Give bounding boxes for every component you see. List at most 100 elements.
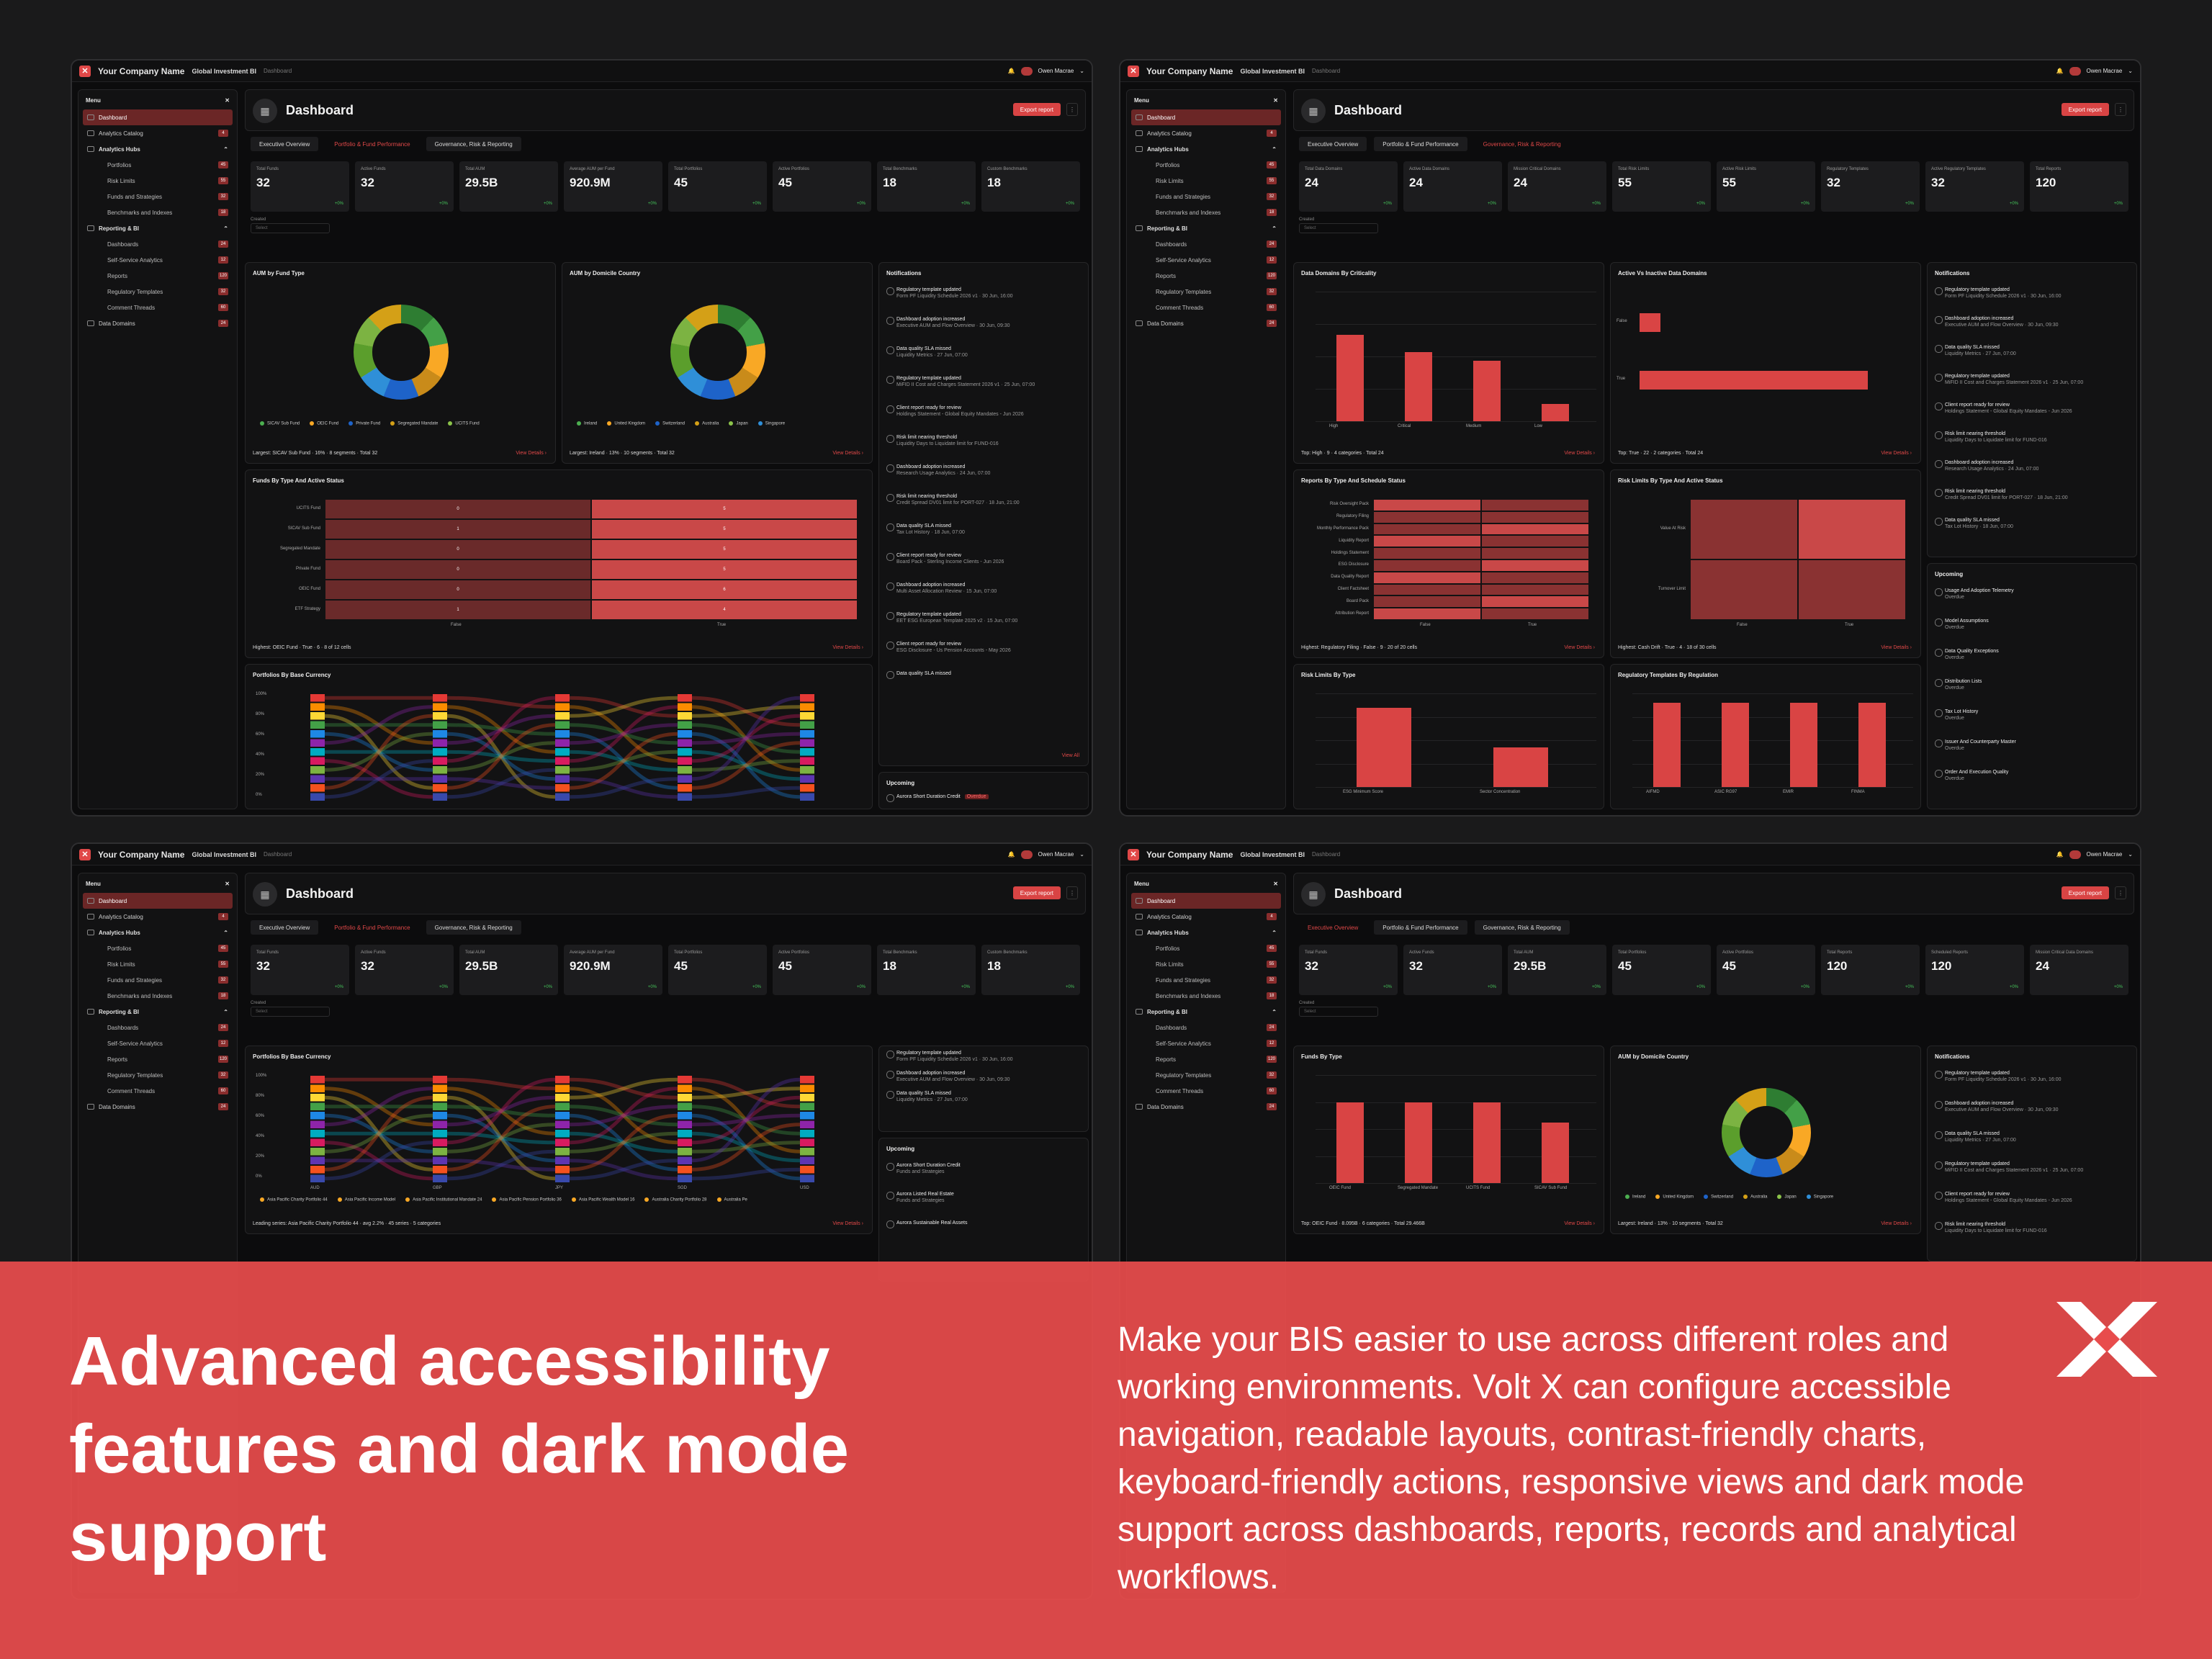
notification-item[interactable]: Aurora Sustainable Real Assets <box>886 1220 1081 1228</box>
tab[interactable]: Portfolio & Fund Performance <box>334 140 410 148</box>
sidebar-item[interactable]: Dashboard <box>83 893 233 909</box>
tab[interactable]: Portfolio & Fund Performance <box>334 924 410 931</box>
sidebar-item[interactable]: Portfolios 45 <box>83 157 233 173</box>
notification-item[interactable]: Data quality SLA missed Liquidity Metrics… <box>886 1091 1081 1102</box>
notification-item[interactable]: Dashboard adoption increased Multi Asset … <box>886 583 1081 594</box>
tab[interactable]: Portfolio & Fund Performance <box>1374 137 1467 151</box>
view-details-link[interactable]: View Details › <box>1564 1221 1595 1226</box>
notification-item[interactable]: Usage And Adoption Telemetry Overdue <box>1935 588 2129 600</box>
bell-icon[interactable]: 🔔 <box>1007 851 1015 858</box>
sidebar-item[interactable]: Self-Service Analytics 12 <box>83 252 233 268</box>
notification-item[interactable]: Dashboard adoption increased Executive AU… <box>886 1071 1081 1082</box>
sidebar-item[interactable]: Regulatory Templates 32 <box>83 284 233 300</box>
sidebar-item[interactable]: Analytics Catalog 4 <box>83 909 233 925</box>
view-details-link[interactable]: View Details › <box>832 451 863 456</box>
sidebar-item[interactable]: Reporting & BI ⌃ <box>83 1004 233 1020</box>
view-details-link[interactable]: View Details › <box>1564 645 1595 650</box>
sidebar-item[interactable]: Analytics Hubs ⌃ <box>83 925 233 940</box>
notification-item[interactable]: Risk limit nearing threshold Liquidity Da… <box>1935 431 2129 443</box>
sidebar-item[interactable]: Analytics Catalog 4 <box>1131 125 1281 141</box>
avatar[interactable] <box>1020 850 1033 859</box>
notification-item[interactable]: Risk limit nearing threshold Liquidity Da… <box>886 435 1081 446</box>
sidebar-item[interactable]: Comment Threads 60 <box>1131 300 1281 315</box>
sidebar-item[interactable]: Data Domains 24 <box>83 1099 233 1115</box>
sidebar-item[interactable]: Analytics Catalog 4 <box>83 125 233 141</box>
view-details-link[interactable]: View Details › <box>1881 1221 1912 1226</box>
notification-item[interactable]: Dashboard adoption increased Executive AU… <box>886 317 1081 328</box>
sidebar-item[interactable]: Dashboards 24 <box>1131 236 1281 252</box>
notification-item[interactable]: Regulatory template updated MiFID II Cost… <box>1935 374 2129 385</box>
filter-select[interactable]: Select <box>251 1007 330 1017</box>
export-report-button[interactable]: Export report <box>2061 886 2109 899</box>
notification-item[interactable]: Dashboard adoption increased Executive AU… <box>1935 316 2129 328</box>
sidebar-item[interactable]: Reporting & BI ⌃ <box>83 220 233 236</box>
sidebar-item[interactable]: Portfolios 45 <box>83 940 233 956</box>
tab[interactable]: Portfolio & Fund Performance <box>1374 920 1467 935</box>
notification-item[interactable]: Regulatory template updated Form PF Liqui… <box>1935 1071 2129 1082</box>
sidebar-item[interactable]: Analytics Catalog 4 <box>1131 909 1281 925</box>
tab[interactable]: Governance, Risk & Reporting <box>426 920 521 935</box>
notification-item[interactable]: Data quality SLA missed Tax Lot History ·… <box>886 523 1081 535</box>
sidebar-item[interactable]: Risk Limits 55 <box>1131 173 1281 189</box>
sidebar-item[interactable]: Benchmarks and Indexes 18 <box>1131 988 1281 1004</box>
user-name[interactable]: Owen Macrae <box>2086 851 2123 858</box>
tab[interactable]: Executive Overview <box>251 920 319 935</box>
sidebar-item[interactable]: Reporting & BI ⌃ <box>1131 220 1281 236</box>
notification-item[interactable]: Regulatory template updated MiFID II Cost… <box>886 376 1081 387</box>
bell-icon[interactable]: 🔔 <box>2056 68 2064 74</box>
export-report-button[interactable]: Export report <box>1012 886 1061 899</box>
notification-item[interactable]: Risk limit nearing threshold Credit Sprea… <box>886 494 1081 505</box>
bell-icon[interactable]: 🔔 <box>1007 68 1015 74</box>
notification-item[interactable]: Tax Lot History Overdue <box>1935 709 2129 721</box>
sidebar-item[interactable]: Risk Limits 55 <box>83 173 233 189</box>
sidebar-item[interactable]: Data Domains 24 <box>1131 1099 1281 1115</box>
sidebar-item[interactable]: Dashboards 24 <box>83 1020 233 1035</box>
sidebar-item[interactable]: Regulatory Templates 32 <box>1131 284 1281 300</box>
notification-item[interactable]: Data quality SLA missed <box>886 671 1081 679</box>
sidebar-item[interactable]: Reports 120 <box>1131 1051 1281 1067</box>
notification-item[interactable]: Data Quality Exceptions Overdue <box>1935 649 2129 660</box>
avatar[interactable] <box>2069 850 2081 859</box>
filter-select[interactable]: Select <box>1299 223 1378 233</box>
notification-item[interactable]: Issuer And Counterparty Master Overdue <box>1935 739 2129 751</box>
sidebar-item[interactable]: Portfolios 45 <box>1131 940 1281 956</box>
close-icon[interactable]: ✕ <box>225 97 230 104</box>
more-icon[interactable]: ⋮ <box>1066 103 1078 116</box>
notification-item[interactable]: Risk limit nearing threshold Credit Sprea… <box>1935 489 2129 500</box>
close-icon[interactable]: ✕ <box>1273 97 1278 104</box>
close-icon[interactable]: ✕ <box>1273 881 1278 887</box>
sidebar-item[interactable]: Regulatory Templates 32 <box>1131 1067 1281 1083</box>
notification-item[interactable]: Model Assumptions Overdue <box>1935 619 2129 630</box>
sidebar-item[interactable]: Dashboards 24 <box>83 236 233 252</box>
tab[interactable]: Governance, Risk & Reporting <box>426 137 521 151</box>
tab[interactable]: Executive Overview <box>1308 924 1359 931</box>
sidebar-item[interactable]: Benchmarks and Indexes 18 <box>83 988 233 1004</box>
notification-item[interactable]: Client report ready for review Holdings S… <box>886 405 1081 417</box>
sidebar-item[interactable]: Self-Service Analytics 12 <box>1131 252 1281 268</box>
notification-item[interactable]: Data quality SLA missed Liquidity Metrics… <box>886 346 1081 358</box>
sidebar-item[interactable]: Self-Service Analytics 12 <box>1131 1035 1281 1051</box>
sidebar-item[interactable]: Analytics Hubs ⌃ <box>83 141 233 157</box>
tab[interactable]: Executive Overview <box>1299 137 1367 151</box>
sidebar-item[interactable]: Funds and Strategies 32 <box>1131 972 1281 988</box>
notification-item[interactable]: Risk limit nearing threshold Liquidity Da… <box>1935 1222 2129 1233</box>
avatar[interactable] <box>1020 66 1033 76</box>
view-all-link[interactable]: View All <box>1061 753 1079 758</box>
notification-item[interactable]: Dashboard adoption increased Research Usa… <box>1935 460 2129 472</box>
sidebar-item[interactable]: Data Domains 24 <box>1131 315 1281 331</box>
view-details-link[interactable]: View Details › <box>1564 451 1595 456</box>
sidebar-item[interactable]: Benchmarks and Indexes 18 <box>83 204 233 220</box>
notification-item[interactable]: Dashboard adoption increased Research Usa… <box>886 464 1081 476</box>
sidebar-item[interactable]: Comment Threads 60 <box>83 300 233 315</box>
view-details-link[interactable]: View Details › <box>832 645 863 650</box>
sidebar-item[interactable]: Analytics Hubs ⌃ <box>1131 925 1281 940</box>
notification-item[interactable]: Aurora Short Duration Credit Funds and St… <box>886 1163 1081 1174</box>
notification-item[interactable]: Order And Execution Quality Overdue <box>1935 770 2129 781</box>
view-details-link[interactable]: View Details › <box>832 1221 863 1226</box>
notification-item[interactable]: Distribution Lists Overdue <box>1935 679 2129 691</box>
sidebar-item[interactable]: Dashboard <box>83 109 233 125</box>
more-icon[interactable]: ⋮ <box>1066 886 1078 899</box>
sidebar-item[interactable]: Reports 120 <box>83 268 233 284</box>
avatar[interactable] <box>2069 66 2081 76</box>
sidebar-item[interactable]: Self-Service Analytics 12 <box>83 1035 233 1051</box>
